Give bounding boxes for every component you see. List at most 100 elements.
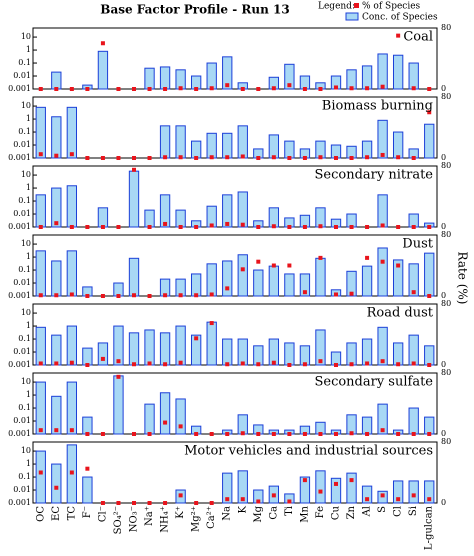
dot [349,431,354,436]
dot [163,155,168,160]
panel-frame [32,372,438,435]
dot [147,87,152,91]
dot [116,501,121,505]
bar [315,470,326,504]
bar [175,125,186,159]
bar [237,414,248,435]
bar [408,263,419,297]
bar [144,403,155,435]
bar [82,416,93,435]
dot [116,294,121,298]
bar [346,69,357,90]
x-tick-label: Zn [346,505,357,519]
dot [396,362,401,367]
dot [411,432,416,436]
dot [411,86,416,91]
bar [268,207,280,228]
bar [361,485,373,504]
dot [380,428,385,433]
bar [408,62,419,90]
bar [35,450,46,504]
dot [100,225,105,229]
dot [209,292,214,297]
bar [268,338,280,366]
y2-tick-label: 0 [441,84,446,93]
bar [424,252,435,297]
dot [318,224,323,229]
dot [365,155,370,160]
bar [237,470,248,504]
x-tick-label: Cl [393,506,404,517]
bar [392,131,404,159]
y-tick-label: 10 [21,101,31,110]
panel-frame [32,165,438,228]
bar [377,326,388,366]
bar [190,334,202,366]
panel-title: Secondary nitrate [315,168,434,183]
y-tick-label: 1 [26,459,31,468]
dot [38,152,43,157]
bar [66,106,78,159]
dot [287,156,292,160]
bar [408,334,419,366]
dot [54,428,59,433]
dot [163,293,168,298]
y-tick-label: 1 [26,114,31,123]
bar [175,69,186,90]
y2-tick-label: 0 [441,498,446,507]
x-tick-label: Si [408,506,419,516]
dot [271,155,276,160]
dot [302,156,307,160]
dot [380,493,385,498]
dot [178,293,183,298]
y-tick-label: 0.01 [13,209,31,218]
x-tick-label: S [377,506,388,513]
dot [38,225,43,229]
x-tick-label: Ca²⁺ [206,506,217,529]
bar [361,265,373,297]
bar [346,270,357,297]
dot [427,363,432,367]
dot [178,225,183,229]
dot [396,225,401,229]
dot [163,87,168,91]
x-tick-label: K [237,505,248,513]
dot [365,86,370,91]
bar [284,342,295,366]
dot [302,225,307,229]
dot [256,225,261,229]
bar [377,53,388,90]
y-tick-label: 0.1 [18,334,31,343]
y2-tick-label: 0 [441,429,446,438]
dot [240,87,245,91]
dot [334,85,338,90]
bar [268,265,280,297]
bar [424,123,435,159]
dot [240,497,245,502]
y-tick-label: 10 [21,239,31,248]
dot [302,362,307,367]
bar [35,381,46,435]
x-tick-label: Na [222,506,233,521]
bar [144,329,155,366]
dot [427,225,432,229]
y-tick-label: 0.1 [18,472,31,481]
dot [209,501,214,505]
panel-title: Coal [403,30,433,45]
y2-tick-label: 80 [441,368,451,377]
y-tick-label: 10 [21,32,31,41]
bar [392,480,404,504]
dot [287,263,292,268]
dot [69,470,74,475]
dot [256,259,261,264]
dot [116,87,121,91]
x-tick-label: Mn [299,505,310,522]
dot [132,432,136,436]
y-tick-label: 0.001 [8,498,31,507]
bar [51,116,62,159]
dot [163,221,168,226]
dot [302,432,307,436]
chart-title: Base Factor Profile - Run 13 [100,3,289,17]
bar [206,263,217,297]
x-tick-label: TC [66,506,77,521]
